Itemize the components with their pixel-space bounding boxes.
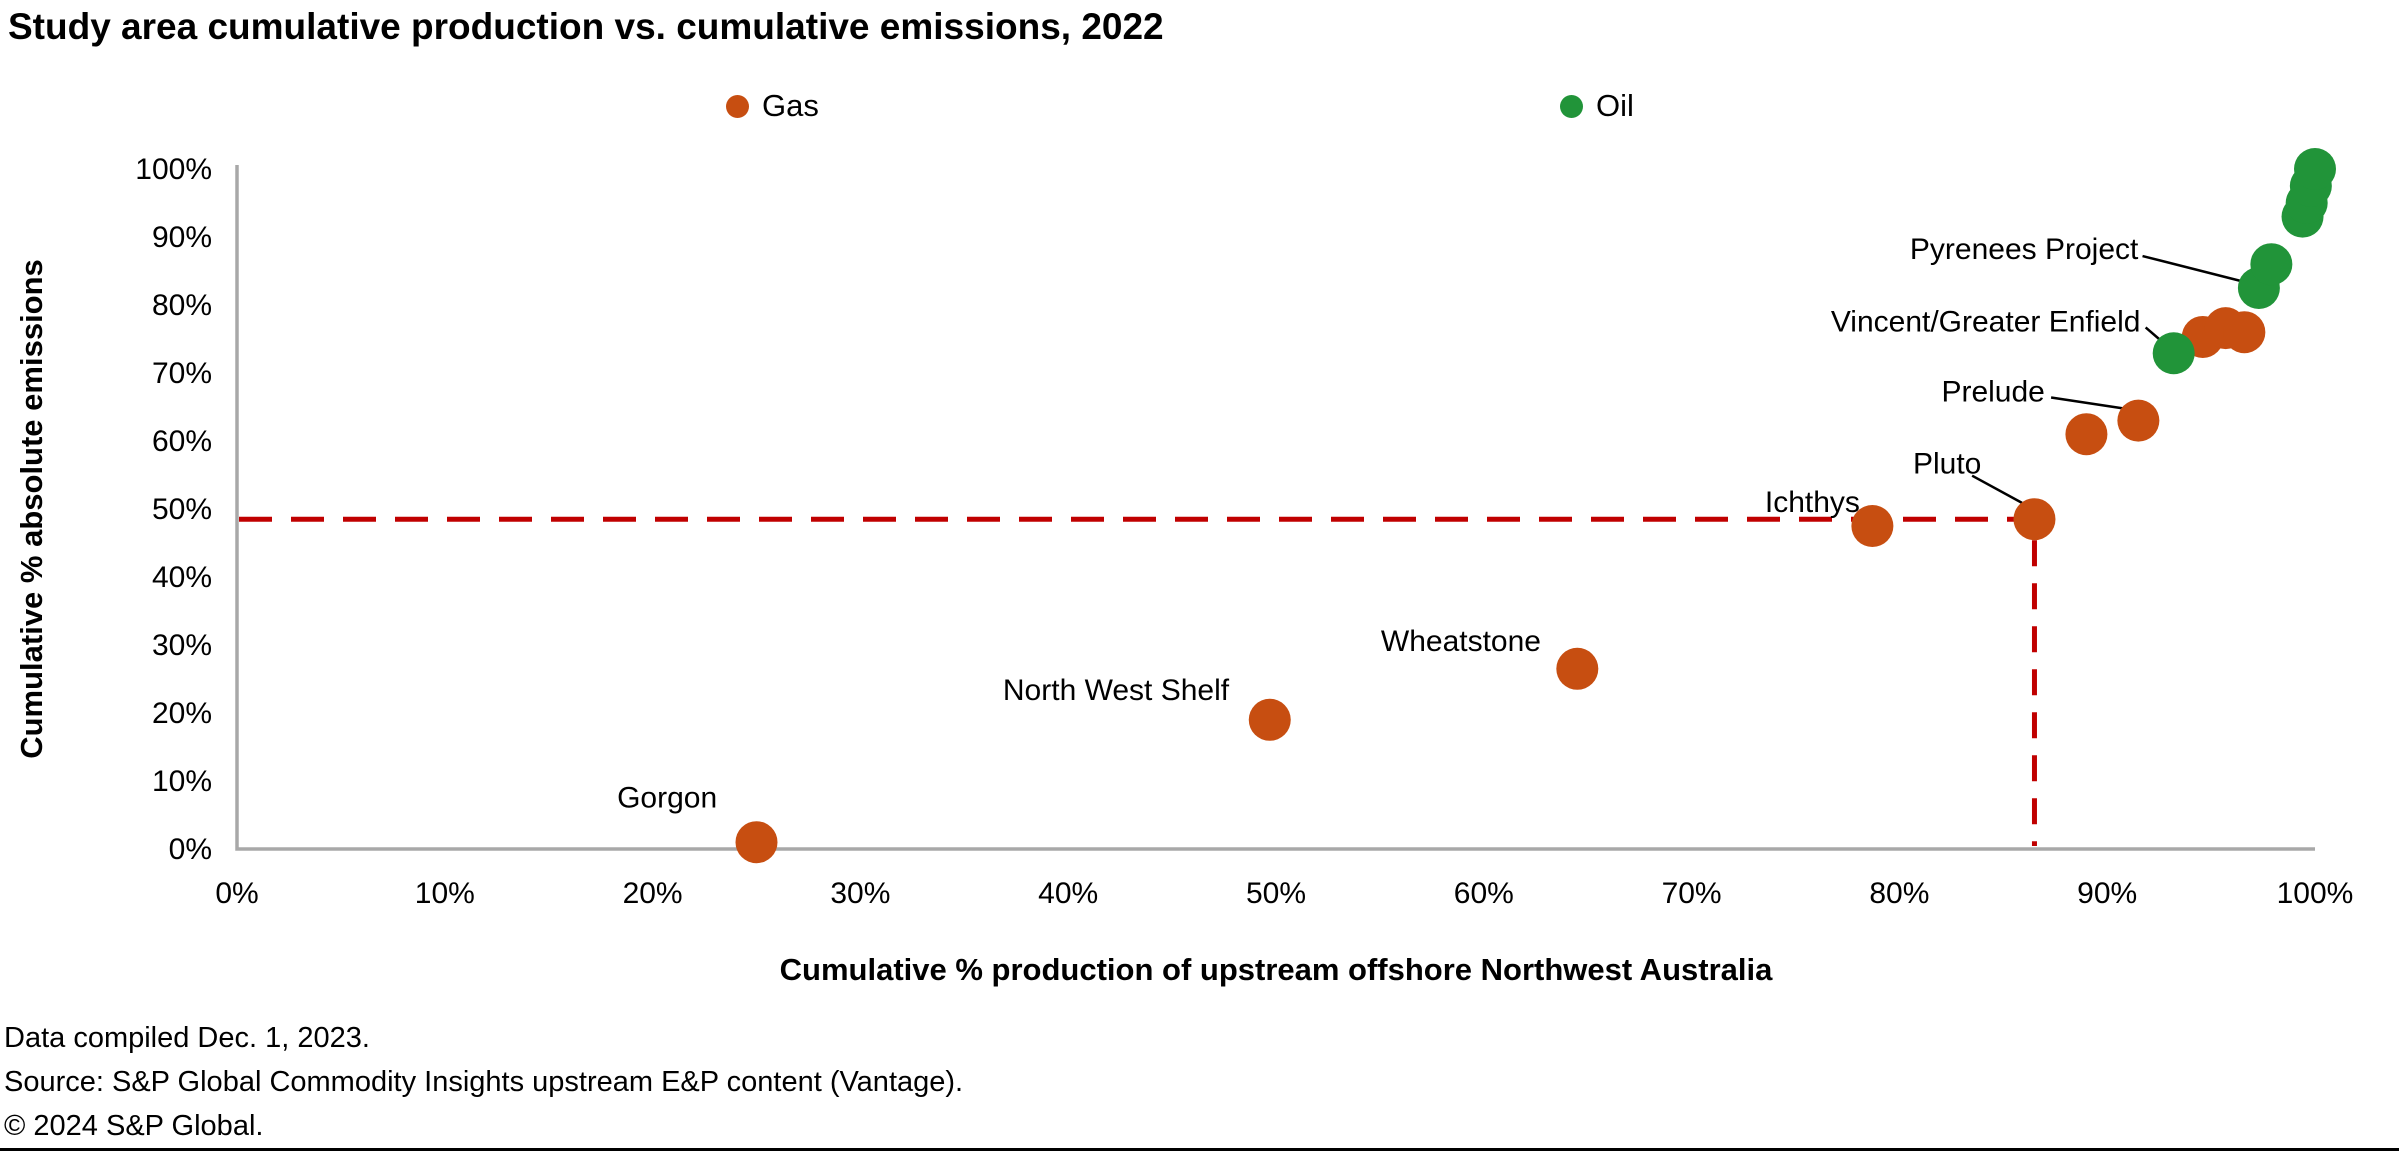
oil-legend-label: Oil bbox=[1596, 88, 1634, 123]
legend-item-gas: Gas bbox=[726, 88, 819, 124]
data-point-gas bbox=[1248, 698, 1291, 741]
footer-copyright-note: © 2024 S&P Global. bbox=[4, 1110, 264, 1142]
x-tick-label: 30% bbox=[830, 877, 890, 910]
data-point-gas bbox=[2065, 413, 2108, 456]
x-tick-label: 90% bbox=[2077, 877, 2137, 910]
data-point-gas bbox=[1556, 647, 1599, 690]
gas-legend-marker-icon bbox=[726, 94, 749, 118]
y-tick-label: 0% bbox=[169, 833, 212, 866]
axis-line bbox=[235, 165, 2315, 851]
data-point-oil bbox=[2250, 243, 2293, 286]
footer: Data compiled Dec. 1, 2023. Source: S&P … bbox=[4, 1016, 963, 1148]
y-tick-label: 10% bbox=[152, 765, 212, 798]
point-label-vincent-greater-enfield: Vincent/Greater Enfield bbox=[1831, 305, 2141, 338]
data-point-gas bbox=[2013, 498, 2056, 541]
label-leader-line bbox=[1971, 474, 2023, 504]
point-label-gorgon: Gorgon bbox=[617, 781, 717, 814]
point-label-ichthys: Ichthys bbox=[1765, 486, 1860, 519]
x-tick-label: 0% bbox=[215, 877, 258, 910]
label-leader-line bbox=[2142, 254, 2245, 284]
chart-title: Study area cumulative production vs. cum… bbox=[8, 6, 1164, 47]
legend-item-oil: Oil bbox=[1560, 88, 1634, 124]
point-label-pyrenees-project: Pyrenees Project bbox=[1910, 233, 2139, 266]
point-label-wheatstone: Wheatstone bbox=[1381, 625, 1541, 658]
y-tick-label: 90% bbox=[152, 221, 212, 254]
data-point-gas bbox=[2223, 311, 2266, 354]
x-tick-label: 70% bbox=[1662, 877, 1722, 910]
y-tick-label: 50% bbox=[152, 493, 212, 526]
y-tick-label: 40% bbox=[152, 561, 212, 594]
data-point-gas bbox=[735, 821, 778, 864]
x-axis-title: Cumulative % production of upstream offs… bbox=[779, 952, 1773, 987]
point-label-pluto: Pluto bbox=[1913, 447, 1981, 480]
x-tick-label: 100% bbox=[2277, 877, 2354, 910]
y-tick-label: 20% bbox=[152, 697, 212, 730]
x-tick-label: 10% bbox=[415, 877, 475, 910]
x-tick-label: 50% bbox=[1246, 877, 1306, 910]
y-tick-label: 60% bbox=[152, 425, 212, 458]
y-tick-label: 80% bbox=[152, 289, 212, 322]
y-tick-label: 70% bbox=[152, 357, 212, 390]
y-tick-label: 100% bbox=[135, 153, 212, 186]
x-tick-label: 40% bbox=[1038, 877, 1098, 910]
point-label-north-west-shelf: North West Shelf bbox=[1003, 674, 1230, 707]
data-point-oil bbox=[2294, 148, 2336, 190]
label-leader-line bbox=[2050, 396, 2133, 411]
y-tick-label: 30% bbox=[152, 629, 212, 662]
data-point-gas bbox=[2117, 399, 2160, 442]
point-label-prelude: Prelude bbox=[1941, 375, 2044, 408]
x-tick-label: 20% bbox=[623, 877, 683, 910]
oil-legend-marker-icon bbox=[1560, 94, 1583, 118]
footer-source-note: Source: S&P Global Commodity Insights up… bbox=[4, 1066, 964, 1098]
x-tick-label: 60% bbox=[1454, 877, 1514, 910]
x-tick-label: 80% bbox=[1869, 877, 1929, 910]
data-point-oil bbox=[2152, 332, 2195, 375]
data-point-gas bbox=[1851, 505, 1894, 547]
footer-compiled-note: Data compiled Dec. 1, 2023. bbox=[4, 1022, 370, 1054]
gas-legend-label: Gas bbox=[762, 88, 819, 123]
